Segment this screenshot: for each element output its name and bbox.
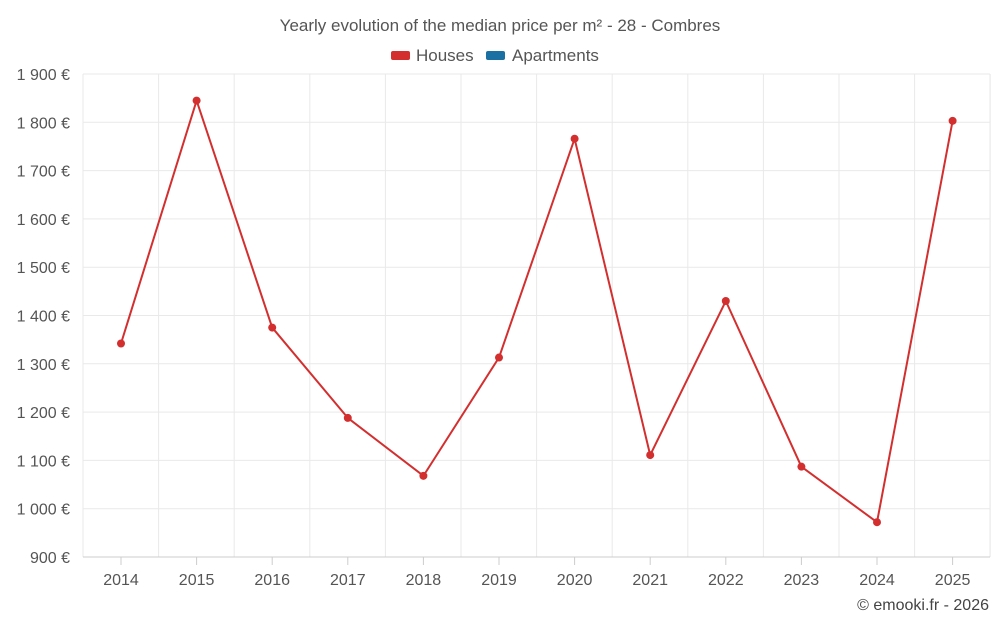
x-tick-label: 2025 xyxy=(935,572,971,589)
legend-swatch-apartments xyxy=(486,51,505,60)
x-tick-label: 2021 xyxy=(632,572,668,589)
chart-title: Yearly evolution of the median price per… xyxy=(280,16,721,35)
data-point-houses-2024[interactable] xyxy=(873,518,881,527)
y-tick-label: 1 200 € xyxy=(17,405,70,422)
data-point-houses-2020[interactable] xyxy=(570,134,579,143)
legend-swatch-houses xyxy=(391,51,410,60)
legend-item-houses[interactable]: Houses xyxy=(391,46,474,65)
x-tick-label: 2018 xyxy=(406,572,442,589)
data-point-houses-2019[interactable] xyxy=(495,353,503,362)
x-tick-label: 2022 xyxy=(708,572,744,589)
data-point-houses-2015[interactable] xyxy=(192,96,201,105)
x-tick-label: 2016 xyxy=(254,572,290,589)
series-houses xyxy=(117,96,957,527)
y-tick-label: 1 000 € xyxy=(17,502,70,519)
data-point-houses-2023[interactable] xyxy=(797,462,806,471)
grid xyxy=(82,73,991,557)
data-point-houses-2025[interactable] xyxy=(948,116,957,125)
y-axis-ticks: 900 € 1 000 € 1 100 € 1 200 € 1 300 € 1 400 €… xyxy=(17,67,70,567)
legend-item-apartments[interactable]: Apartments xyxy=(486,46,599,65)
data-point-houses-2018[interactable] xyxy=(419,471,428,480)
y-tick-label: 1 400 € xyxy=(17,309,70,326)
x-tick-label: 2019 xyxy=(481,572,517,589)
x-tick-label: 2023 xyxy=(784,572,820,589)
y-tick-label: 1 300 € xyxy=(17,357,70,374)
x-tick-label: 2014 xyxy=(103,572,139,589)
data-point-houses-2022[interactable] xyxy=(721,297,730,306)
legend-label-houses: Houses xyxy=(416,46,474,65)
y-tick-label: 1 700 € xyxy=(17,164,70,181)
y-tick-label: 1 500 € xyxy=(17,260,70,277)
legend-label-apartments: Apartments xyxy=(512,46,599,65)
axes xyxy=(83,556,990,565)
data-point-houses-2014[interactable] xyxy=(117,339,125,348)
series-line-houses xyxy=(120,99,954,524)
y-tick-label: 900 € xyxy=(30,550,70,567)
data-point-houses-2021[interactable] xyxy=(646,451,655,460)
x-axis-ticks: 2014 2015 2016 2017 2018 2019 2020 2021 2022 2023… xyxy=(103,572,970,589)
x-tick-label: 2024 xyxy=(859,572,895,589)
y-tick-label: 1 900 € xyxy=(17,67,70,84)
y-tick-label: 1 800 € xyxy=(17,115,70,132)
legend: Houses Apartments xyxy=(391,46,599,65)
x-tick-label: 2017 xyxy=(330,572,366,589)
data-point-houses-2016[interactable] xyxy=(268,323,277,332)
data-point-houses-2017[interactable] xyxy=(343,413,352,422)
y-tick-label: 1 100 € xyxy=(17,453,70,470)
y-tick-label: 1 600 € xyxy=(17,212,70,229)
x-tick-label: 2015 xyxy=(179,572,215,589)
x-tick-label: 2020 xyxy=(557,572,593,589)
credit-text: © emooki.fr - 2026 xyxy=(857,597,989,614)
